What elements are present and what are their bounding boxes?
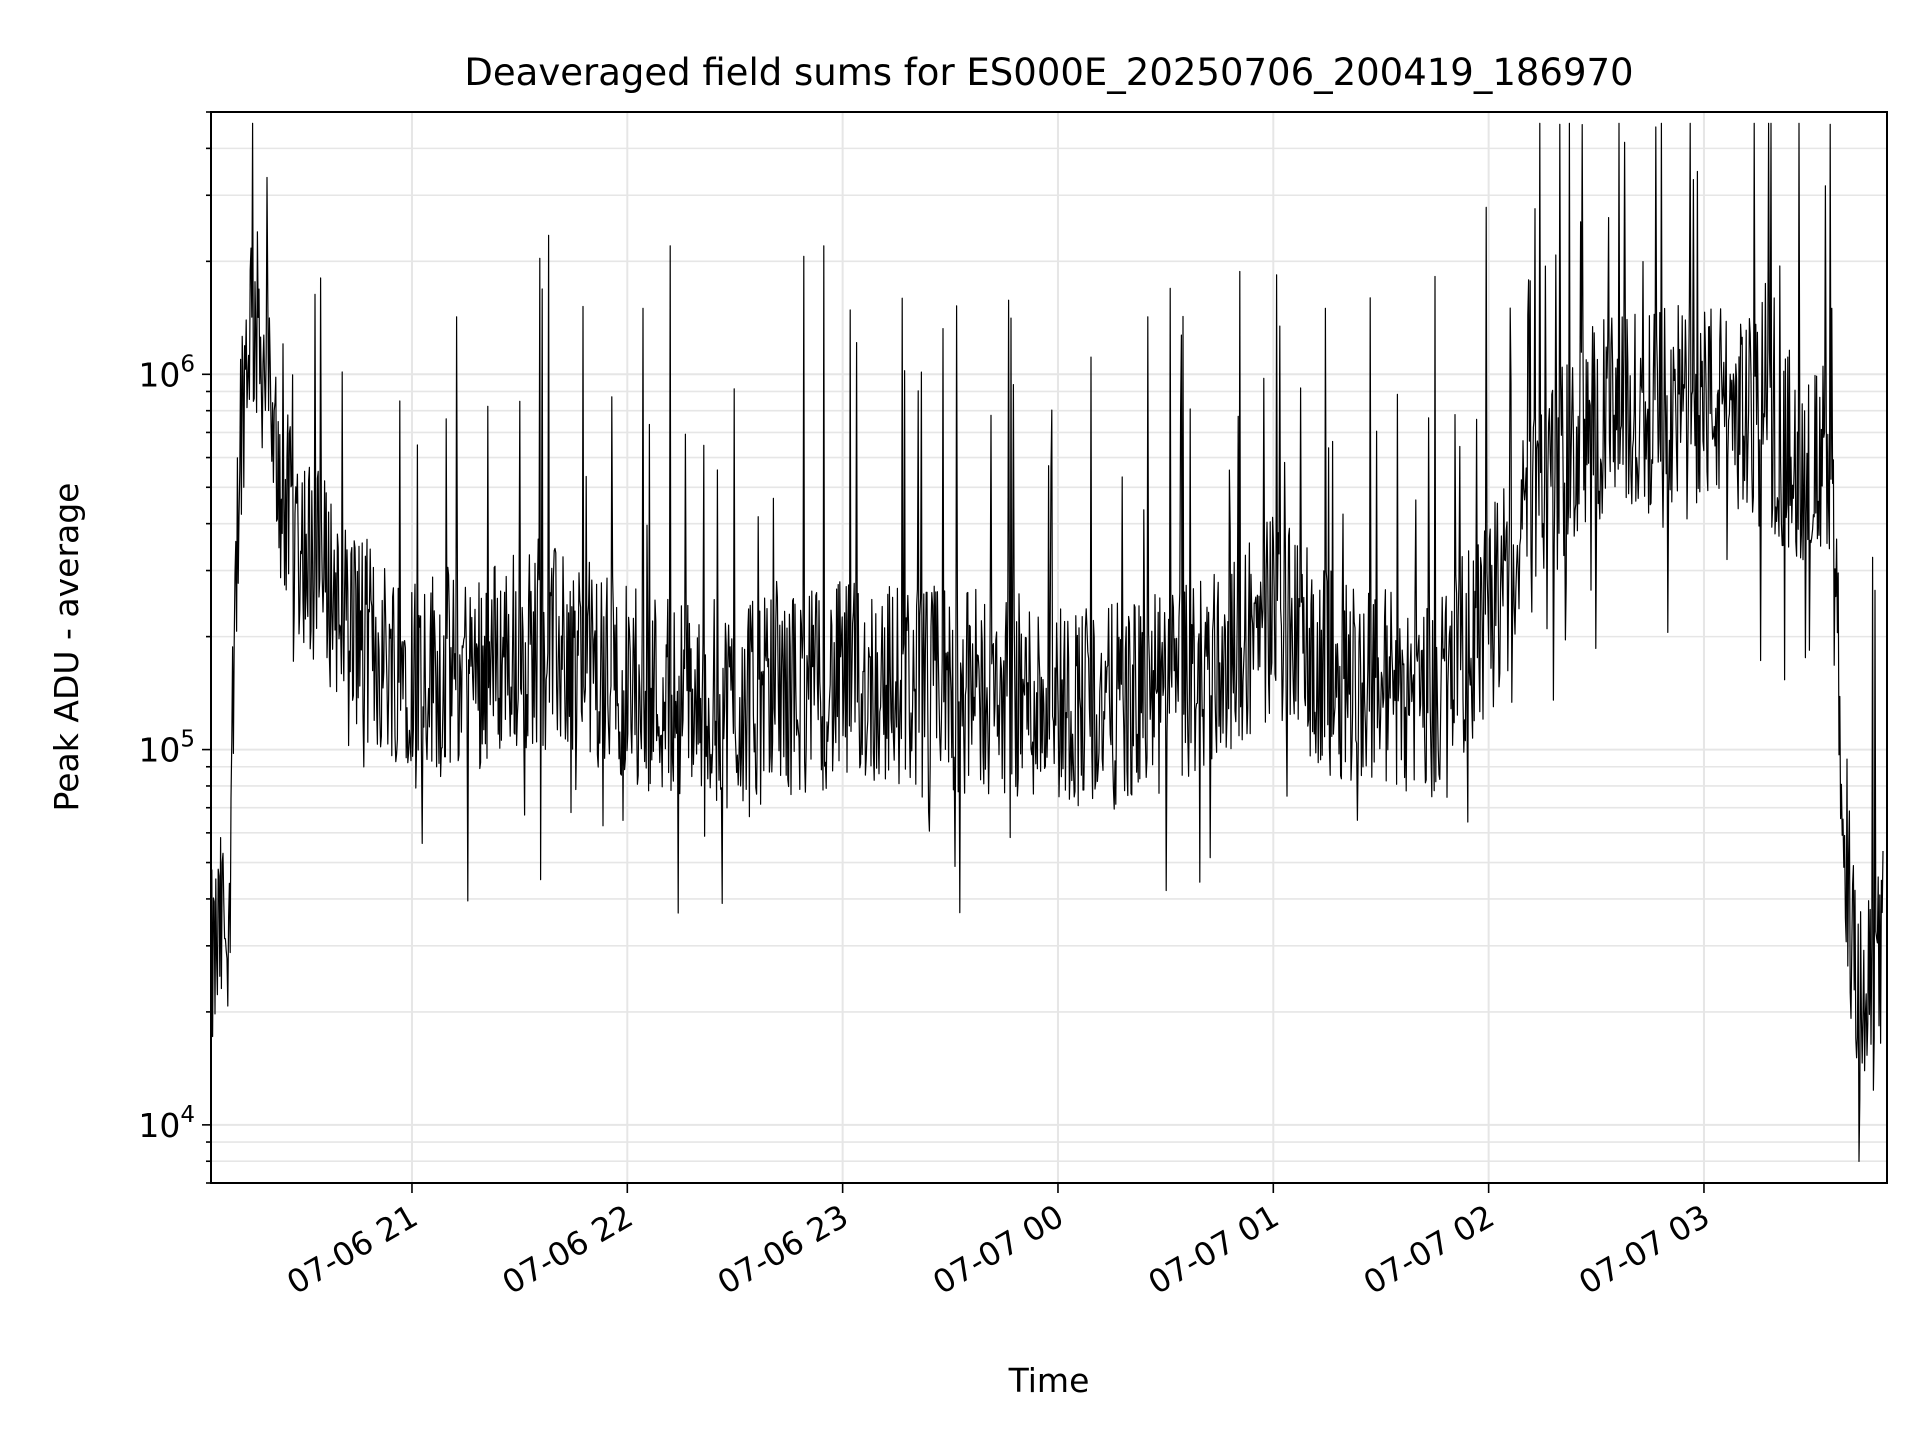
y-tick-label-exponent: 4 xyxy=(180,1102,195,1128)
y-tick-label-exponent: 5 xyxy=(180,727,195,753)
y-tick-label-base: 10 xyxy=(138,1106,180,1145)
chart-title: Deaveraged field sums for ES000E_2025070… xyxy=(464,51,1633,94)
y-tick-label-exponent: 6 xyxy=(180,351,195,377)
y-tick-label: 106 xyxy=(138,351,195,394)
plot-frame xyxy=(210,111,1888,1184)
y-axis-label: Peak ADU - average xyxy=(47,483,86,812)
y-tick-label-base: 10 xyxy=(138,355,180,394)
series-line xyxy=(210,122,1884,1162)
x-axis-label: Time xyxy=(1008,1361,1090,1400)
y-tick-label: 105 xyxy=(138,727,195,770)
series-layer xyxy=(210,122,1884,1162)
y-tick-label: 104 xyxy=(138,1102,195,1145)
y-tick-label-base: 10 xyxy=(138,731,180,770)
